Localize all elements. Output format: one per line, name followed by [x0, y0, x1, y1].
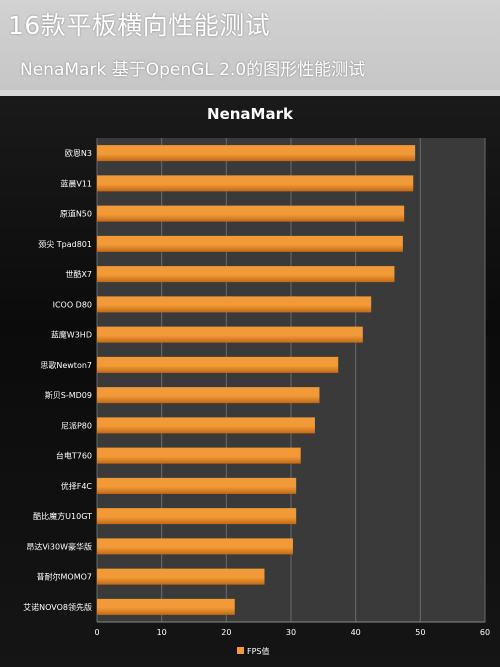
- x-tick-label: 50: [415, 628, 425, 637]
- bars: [97, 145, 416, 615]
- legend-swatch: [237, 647, 244, 654]
- bar: [97, 296, 372, 313]
- x-tick-label: 0: [94, 628, 99, 637]
- category-label: 蓝晨V11: [60, 178, 92, 188]
- category-label: 酷比魔方U10GT: [33, 511, 92, 521]
- category-label: 颈尖 Tpad801: [38, 239, 92, 249]
- category-label: 世酷X7: [65, 269, 92, 279]
- bar: [97, 598, 235, 615]
- bar: [97, 387, 320, 404]
- category-label: 原道N50: [60, 209, 92, 219]
- x-tick-label: 60: [480, 628, 490, 637]
- chart-panel: NenaMark 欧恩N3 蓝晨V11 原道N50 颈尖 Tpad801 世酷X7 ICO…: [0, 96, 500, 667]
- page-title: 16款平板横向性能测试: [8, 11, 271, 40]
- category-label: 普耐尔MOMO7: [37, 572, 93, 582]
- bar: [97, 568, 265, 585]
- bar: [97, 417, 315, 434]
- bar: [97, 477, 297, 494]
- bar: [97, 266, 395, 283]
- bar: [97, 205, 405, 222]
- x-tick-label: 40: [351, 628, 361, 637]
- bar: [97, 175, 414, 192]
- legend: FPS值: [237, 646, 270, 656]
- x-tick-label: 10: [157, 628, 167, 637]
- bar: [97, 508, 297, 525]
- category-label: 艾诺NOVO8领先版: [23, 602, 92, 612]
- category-label: ICOO D80: [53, 300, 92, 309]
- category-label: 台电T760: [56, 451, 92, 461]
- category-label: 优择F4C: [61, 481, 93, 491]
- bar-chart: NenaMark 欧恩N3 蓝晨V11 原道N50 颈尖 Tpad801 世酷X7 ICO…: [23, 105, 490, 656]
- legend-label: FPS值: [247, 646, 270, 656]
- page-subtitle: NenaMark 基于OpenGL 2.0的图形性能测试: [20, 60, 366, 80]
- bar: [97, 538, 293, 555]
- category-label: 欧恩N3: [65, 148, 92, 158]
- x-tick-label: 30: [286, 628, 296, 637]
- category-label: 蓝魔W3HD: [51, 330, 92, 340]
- category-label: 昂达Vi30W豪华版: [26, 541, 92, 551]
- bar: [97, 326, 363, 343]
- category-label: 思歌Newton7: [40, 360, 92, 370]
- category-label: 尼派P80: [61, 421, 92, 430]
- x-tick-labels: 0 10 20 30 40 50 60: [94, 628, 490, 637]
- bar: [97, 145, 416, 162]
- header-banner: 16款平板横向性能测试 NenaMark 基于OpenGL 2.0的图形性能测试: [0, 0, 500, 90]
- x-tick-label: 20: [221, 628, 231, 637]
- chart-title: NenaMark: [207, 105, 294, 123]
- bar: [97, 447, 301, 464]
- category-labels: 欧恩N3 蓝晨V11 原道N50 颈尖 Tpad801 世酷X7 ICOO D80 蓝魔W3…: [23, 148, 92, 612]
- bar: [97, 235, 403, 252]
- category-label: 斯贝S-MD09: [45, 390, 92, 400]
- bar: [97, 356, 339, 373]
